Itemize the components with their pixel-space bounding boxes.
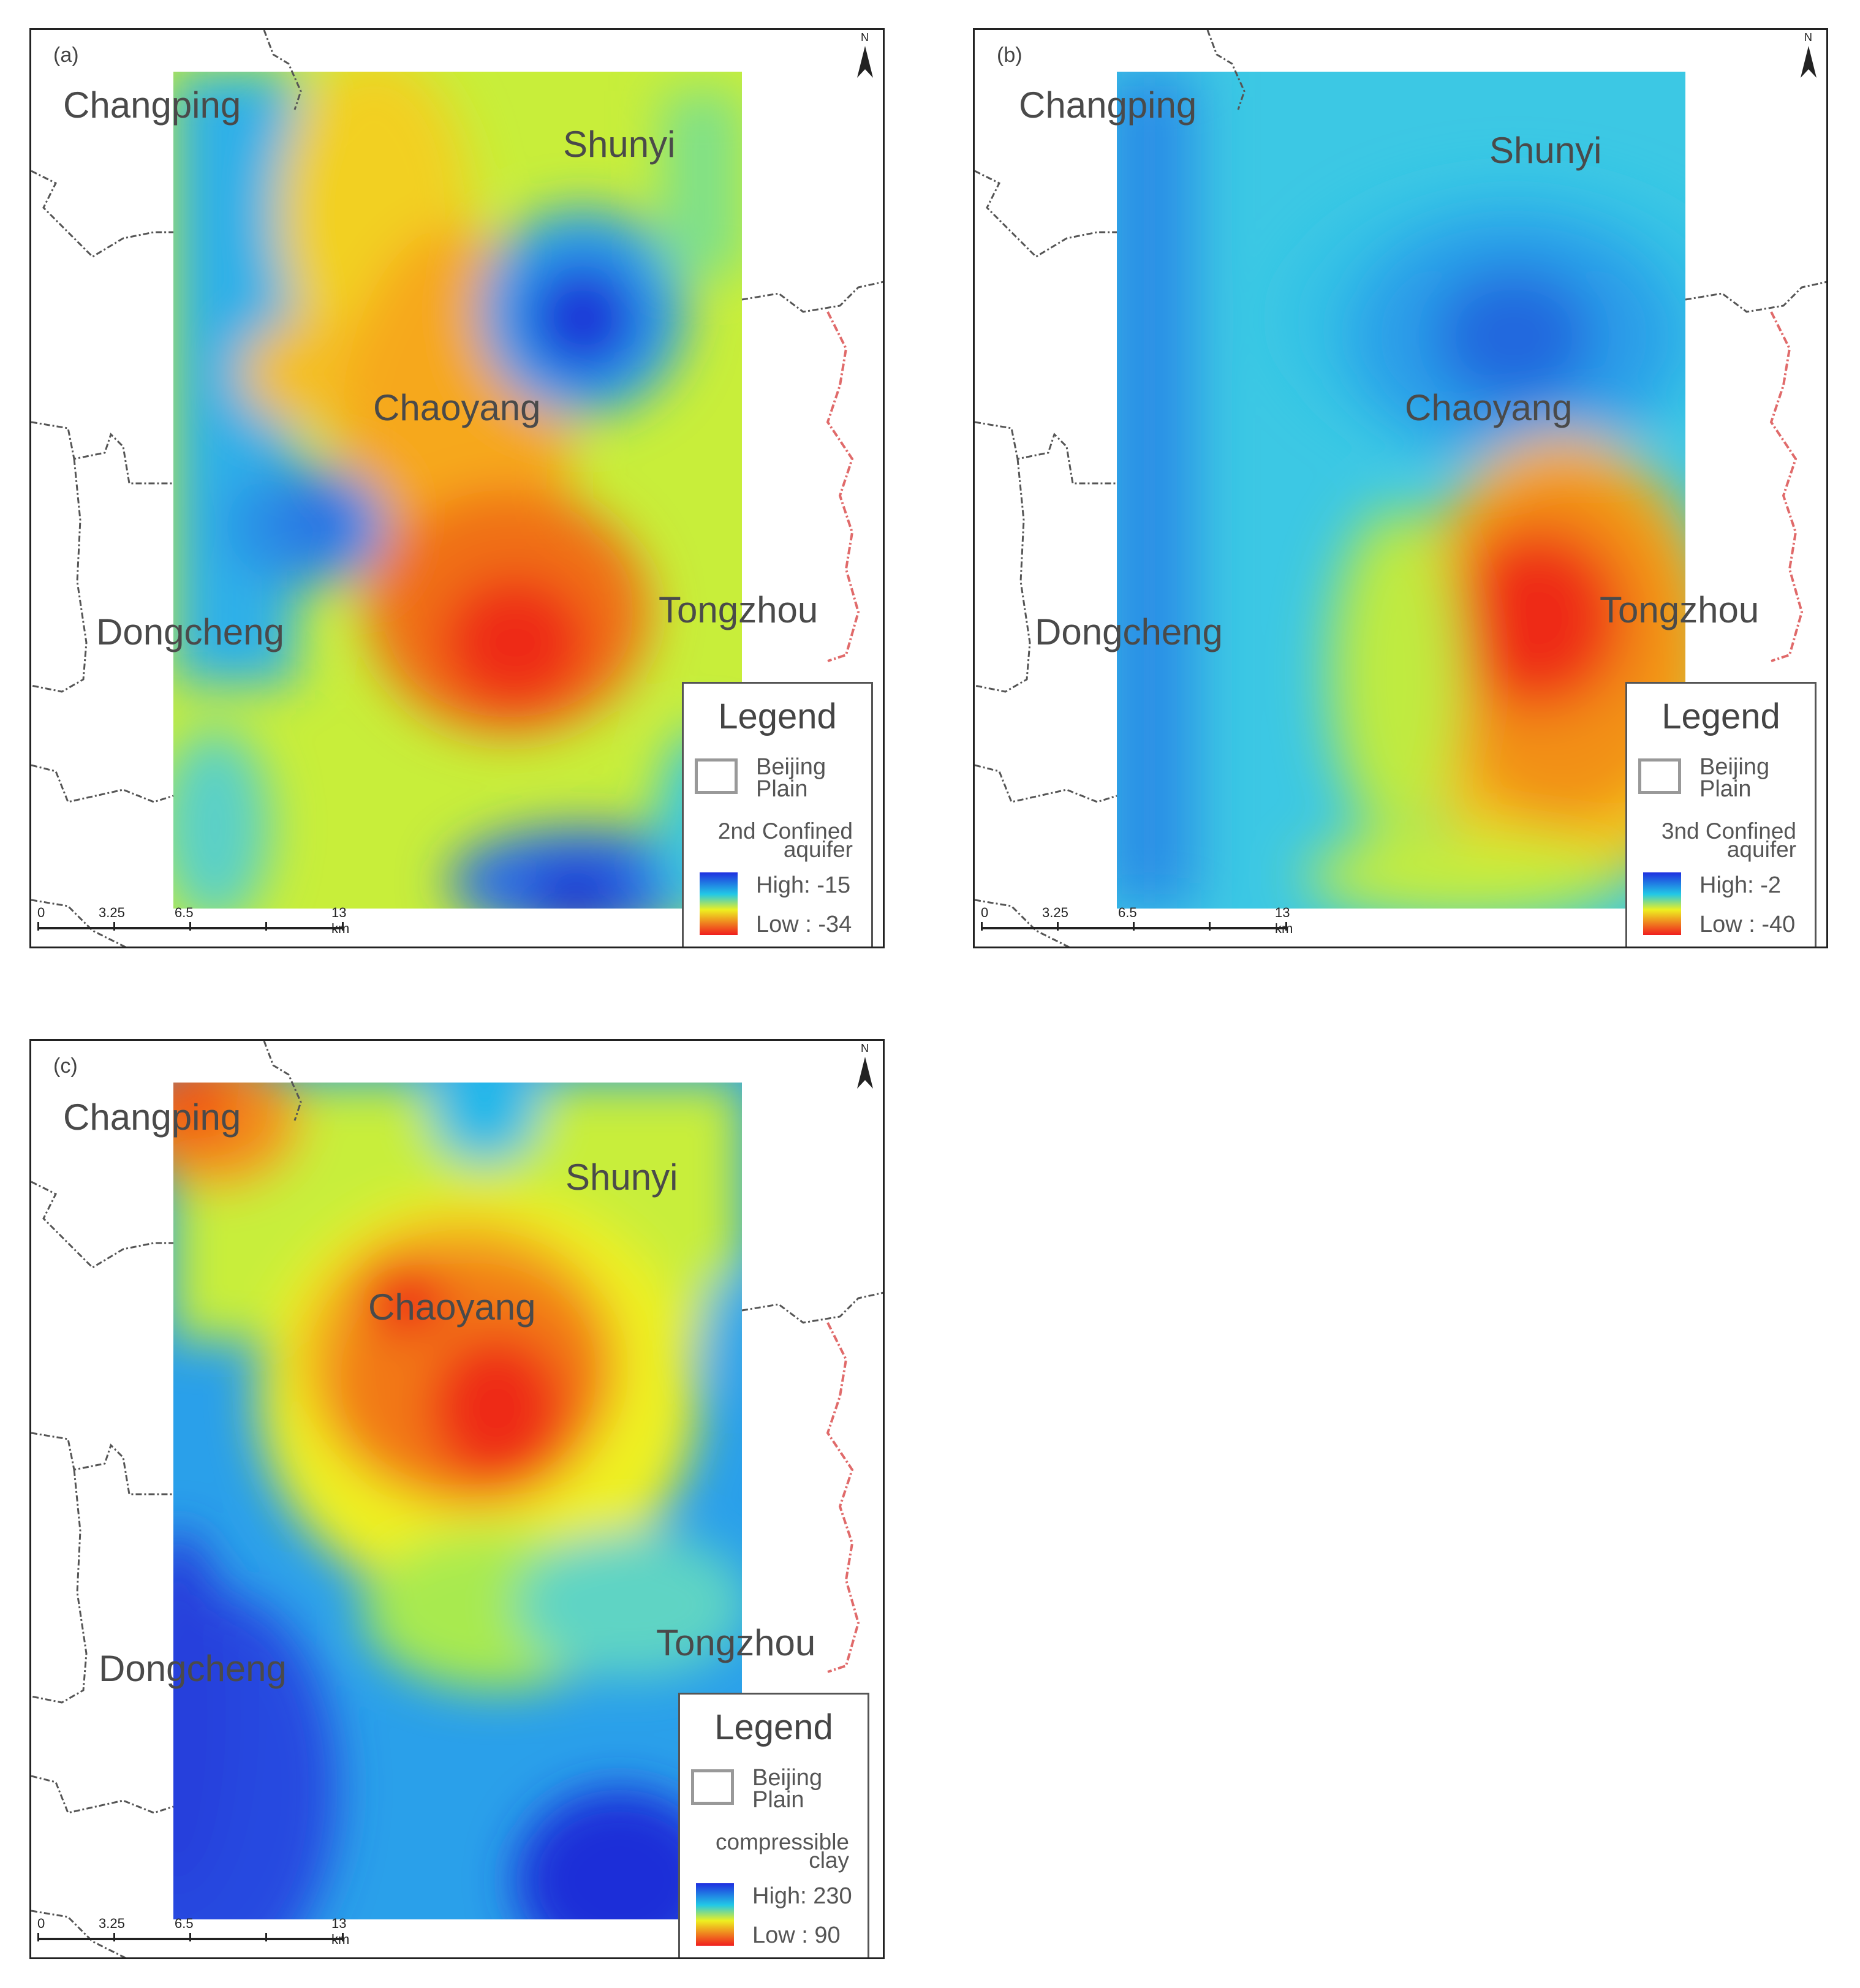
legend-low-label: Low : -40 [1699,912,1796,937]
scale-tick-0: 0 [37,905,45,920]
legend-boundary-label: Beijing Plain [756,754,826,802]
label-dongcheng: Dongcheng [96,611,284,652]
scale-bar: 0 3.25 6.5 13 km [981,905,1299,942]
legend-layer-label: 2nd Confined aquifer [717,818,853,862]
scale-tick-3: 13 km [331,905,349,936]
panel-c: (c) Changping Shunyi Chaoyang Tongzhou D… [29,1039,885,1959]
surface-raster-b [975,30,1826,947]
color-ramp [696,1883,734,1946]
label-shunyi: Shunyi [563,124,676,165]
legend-low-label: Low : -34 [756,912,852,937]
label-chaoyang: Chaoyang [1405,387,1573,428]
panel-letter: (b) [997,43,1023,67]
north-arrow-icon: N [857,31,873,78]
legend-title: Legend [714,1707,833,1747]
legend-title: Legend [1662,697,1780,736]
north-arrow-icon: N [1801,31,1817,78]
color-ramp [1643,872,1681,935]
scale-tick-1: 3.25 [99,905,125,920]
label-changping: Changping [1019,85,1197,126]
surface-raster-c [31,1041,883,1957]
scale-tick-2: 6.5 [1118,905,1137,920]
scale-tick-2: 6.5 [175,905,194,920]
scale-tick-3: 13 km [1275,905,1293,936]
label-dongcheng: Dongcheng [99,1648,287,1689]
boundary-swatch [691,1769,734,1805]
legend-boundary-label: Beijing Plain [752,1765,823,1813]
legend-high-label: High: 230 [752,1883,852,1909]
scale-tick-2: 6.5 [175,1916,194,1931]
label-changping: Changping [63,1097,241,1138]
color-ramp [700,872,738,935]
label-chaoyang: Chaoyang [373,387,541,428]
boundary-swatch [1638,758,1681,794]
label-tongzhou: Tongzhou [656,1622,816,1663]
scale-tick-0: 0 [981,905,989,920]
north-letter: N [861,1042,869,1054]
legend-layer-label: 3nd Confined aquifer [1661,818,1796,862]
north-letter: N [861,31,869,43]
north-arrow-icon: N [857,1042,873,1089]
scale-tick-3: 13 km [331,1916,349,1947]
label-chaoyang: Chaoyang [368,1287,536,1328]
label-tongzhou: Tongzhou [1600,589,1760,630]
boundary-swatch [695,758,738,794]
label-changping: Changping [63,85,241,126]
legend-low-label: Low : 90 [752,1922,841,1948]
label-shunyi: Shunyi [565,1157,678,1198]
panel-letter: (c) [53,1054,78,1078]
label-tongzhou: Tongzhou [659,589,818,630]
legend: Legend Beijing Plain compressible clay H… [678,1693,869,1957]
legend-high-label: High: -2 [1699,872,1782,898]
north-letter: N [1804,31,1812,43]
scale-tick-0: 0 [37,1916,45,1931]
scale-bar: 0 3.25 6.5 13 km [37,1916,356,1952]
scale-bar: 0 3.25 6.5 13 km [37,905,356,942]
panel-a: (a) Changping Shunyi Chaoyang Tongzhou D… [29,28,885,948]
scale-tick-1: 3.25 [1042,905,1068,920]
scale-tick-1: 3.25 [99,1916,125,1931]
panel-letter: (a) [53,43,79,67]
legend-high-label: High: -15 [756,872,851,898]
legend-title: Legend [718,697,837,736]
surface-raster-a [31,30,883,947]
legend: Legend Beijing Plain 2nd Confined aquife… [682,682,873,947]
panel-b: (b) Changping Shunyi Chaoyang Tongzhou D… [973,28,1828,948]
legend-layer-label: compressible clay [716,1829,849,1873]
label-shunyi: Shunyi [1489,130,1602,171]
label-dongcheng: Dongcheng [1035,611,1223,652]
legend: Legend Beijing Plain 3nd Confined aquife… [1625,682,1817,947]
legend-boundary-label: Beijing Plain [1699,754,1770,802]
